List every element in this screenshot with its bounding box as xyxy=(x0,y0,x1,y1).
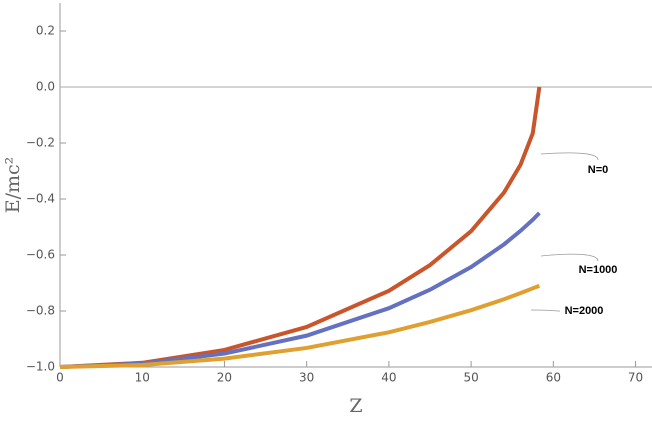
x-tick-label: 40 xyxy=(381,371,396,385)
x-axis-label: Z xyxy=(349,395,362,417)
series-line xyxy=(59,211,541,369)
x-tick-label: 0 xyxy=(56,371,64,385)
series-line xyxy=(59,283,541,369)
leader-line xyxy=(540,152,599,161)
series-line xyxy=(59,86,542,369)
y-tick-label: 0.0 xyxy=(36,80,55,94)
y-tick-label: −0.2 xyxy=(26,136,55,150)
x-tick-label: 60 xyxy=(546,371,561,385)
x-tick-label: 70 xyxy=(628,371,643,385)
series-label: N=0 xyxy=(588,164,609,176)
y-tick-label: −0.6 xyxy=(26,248,55,262)
series-label: N=2000 xyxy=(565,305,604,317)
x-tick-label: 30 xyxy=(299,371,314,385)
x-tick-label: 10 xyxy=(135,371,150,385)
y-tick-label: −0.4 xyxy=(26,192,55,206)
x-tick-label: 50 xyxy=(463,371,478,385)
series-label: N=1000 xyxy=(579,264,618,276)
y-axis-label: E/mc² xyxy=(2,157,24,214)
y-tick-label: −1.0 xyxy=(26,360,55,374)
y-tick-label: 0.2 xyxy=(36,24,55,38)
leader-line xyxy=(530,309,561,312)
y-tick-label: −0.8 xyxy=(26,304,55,318)
x-tick-label: 20 xyxy=(217,371,232,385)
leader-line xyxy=(540,253,599,262)
